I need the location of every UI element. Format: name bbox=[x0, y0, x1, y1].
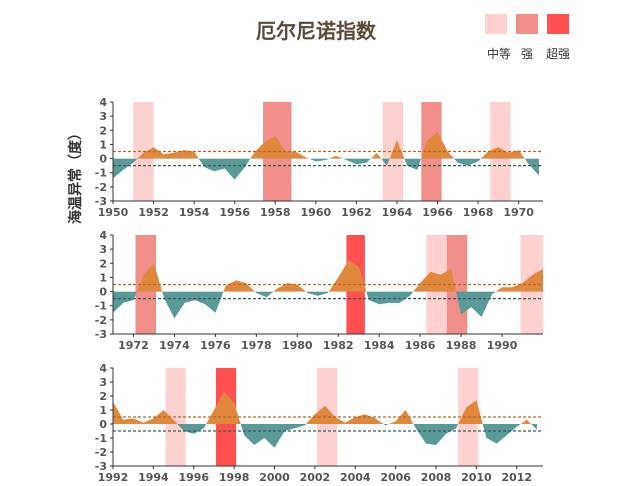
y-tick-label-1-6: -2 bbox=[95, 314, 107, 327]
x-tick-label-2-7: 2006 bbox=[380, 471, 411, 484]
x-tick-label-2-4: 2000 bbox=[259, 471, 290, 484]
x-tick-label-1-5: 1982 bbox=[323, 339, 354, 352]
x-tick-label-1-8: 1988 bbox=[446, 339, 477, 352]
x-tick-label-2-2: 1996 bbox=[178, 471, 209, 484]
area-positive-0 bbox=[113, 131, 539, 159]
x-tick-label-1-3: 1978 bbox=[241, 339, 272, 352]
x-tick-label-0-9: 1968 bbox=[463, 206, 494, 219]
x-tick-label-0-3: 1956 bbox=[219, 206, 250, 219]
area-negative-0 bbox=[113, 158, 539, 180]
x-tick-label-0-8: 1966 bbox=[422, 206, 453, 219]
x-tick-label-1-4: 1980 bbox=[282, 339, 313, 352]
y-tick-label-1-0: 4 bbox=[99, 229, 107, 242]
y-tick-label-2-4: 0 bbox=[99, 418, 107, 431]
legend-label-1: 强 bbox=[521, 47, 533, 61]
x-tick-label-1-1: 1974 bbox=[159, 339, 190, 352]
y-tick-label-1-4: 0 bbox=[99, 286, 107, 299]
legend-label-2: 超强 bbox=[546, 46, 570, 61]
x-tick-label-2-8: 2008 bbox=[421, 471, 452, 484]
x-tick-label-2-0: 1992 bbox=[98, 471, 129, 484]
y-tick-label-0-3: 1 bbox=[99, 138, 107, 151]
legend: 中等强超强 bbox=[485, 14, 570, 61]
x-tick-label-0-10: 1970 bbox=[503, 206, 534, 219]
y-tick-label-0-0: 4 bbox=[99, 96, 107, 109]
y-tick-label-1-1: 3 bbox=[99, 243, 107, 256]
y-tick-label-1-7: -3 bbox=[95, 328, 107, 341]
y-tick-label-0-1: 3 bbox=[99, 110, 107, 123]
x-tick-label-2-6: 2004 bbox=[340, 471, 371, 484]
x-tick-label-2-3: 1998 bbox=[219, 471, 250, 484]
x-tick-label-2-9: 2010 bbox=[461, 471, 492, 484]
y-tick-label-1-2: 2 bbox=[99, 257, 107, 270]
x-tick-label-0-4: 1958 bbox=[260, 206, 291, 219]
x-tick-label-1-7: 1986 bbox=[405, 339, 436, 352]
x-tick-label-2-10: 2012 bbox=[501, 471, 532, 484]
chart-title: 厄尔尼诺指数 bbox=[256, 19, 377, 43]
area-positive-1 bbox=[113, 260, 543, 292]
y-tick-label-2-1: 3 bbox=[99, 376, 107, 389]
legend-swatch-0 bbox=[485, 14, 507, 34]
y-tick-label-2-2: 2 bbox=[99, 390, 107, 403]
y-tick-label-0-7: -3 bbox=[95, 195, 107, 208]
x-tick-label-0-7: 1964 bbox=[382, 206, 413, 219]
legend-label-0: 中等 bbox=[487, 46, 511, 61]
x-tick-label-1-2: 1976 bbox=[200, 339, 231, 352]
legend-swatch-1 bbox=[516, 14, 538, 34]
y-tick-label-2-5: -1 bbox=[95, 432, 107, 445]
y-axis-label: 海温异常（度） bbox=[67, 126, 84, 224]
y-tick-label-0-2: 2 bbox=[99, 124, 107, 137]
y-tick-label-2-3: 1 bbox=[99, 404, 107, 417]
y-tick-label-0-5: -1 bbox=[95, 167, 107, 180]
x-tick-label-1-9: 1990 bbox=[487, 339, 518, 352]
y-tick-label-1-5: -1 bbox=[95, 300, 107, 313]
x-tick-label-0-1: 1952 bbox=[138, 206, 169, 219]
legend-swatch-2 bbox=[547, 14, 569, 34]
x-tick-label-2-5: 2002 bbox=[300, 471, 331, 484]
x-tick-label-1-6: 1984 bbox=[364, 339, 395, 352]
area-positive-2 bbox=[113, 391, 537, 424]
area-negative-1 bbox=[113, 291, 496, 319]
x-tick-label-0-2: 1954 bbox=[179, 206, 210, 219]
x-tick-label-2-1: 1994 bbox=[138, 471, 169, 484]
y-tick-label-0-4: 0 bbox=[99, 153, 107, 166]
y-tick-label-2-6: -2 bbox=[95, 446, 107, 459]
y-tick-label-2-0: 4 bbox=[99, 362, 107, 375]
x-tick-label-0-6: 1962 bbox=[341, 206, 372, 219]
x-tick-label-1-0: 1972 bbox=[118, 339, 149, 352]
x-tick-label-0-0: 1950 bbox=[98, 206, 129, 219]
y-tick-label-2-7: -3 bbox=[95, 460, 107, 473]
y-tick-label-0-6: -2 bbox=[95, 181, 107, 194]
x-tick-label-0-5: 1960 bbox=[301, 206, 332, 219]
y-tick-label-1-3: 1 bbox=[99, 271, 107, 284]
area-negative-2 bbox=[113, 424, 537, 448]
